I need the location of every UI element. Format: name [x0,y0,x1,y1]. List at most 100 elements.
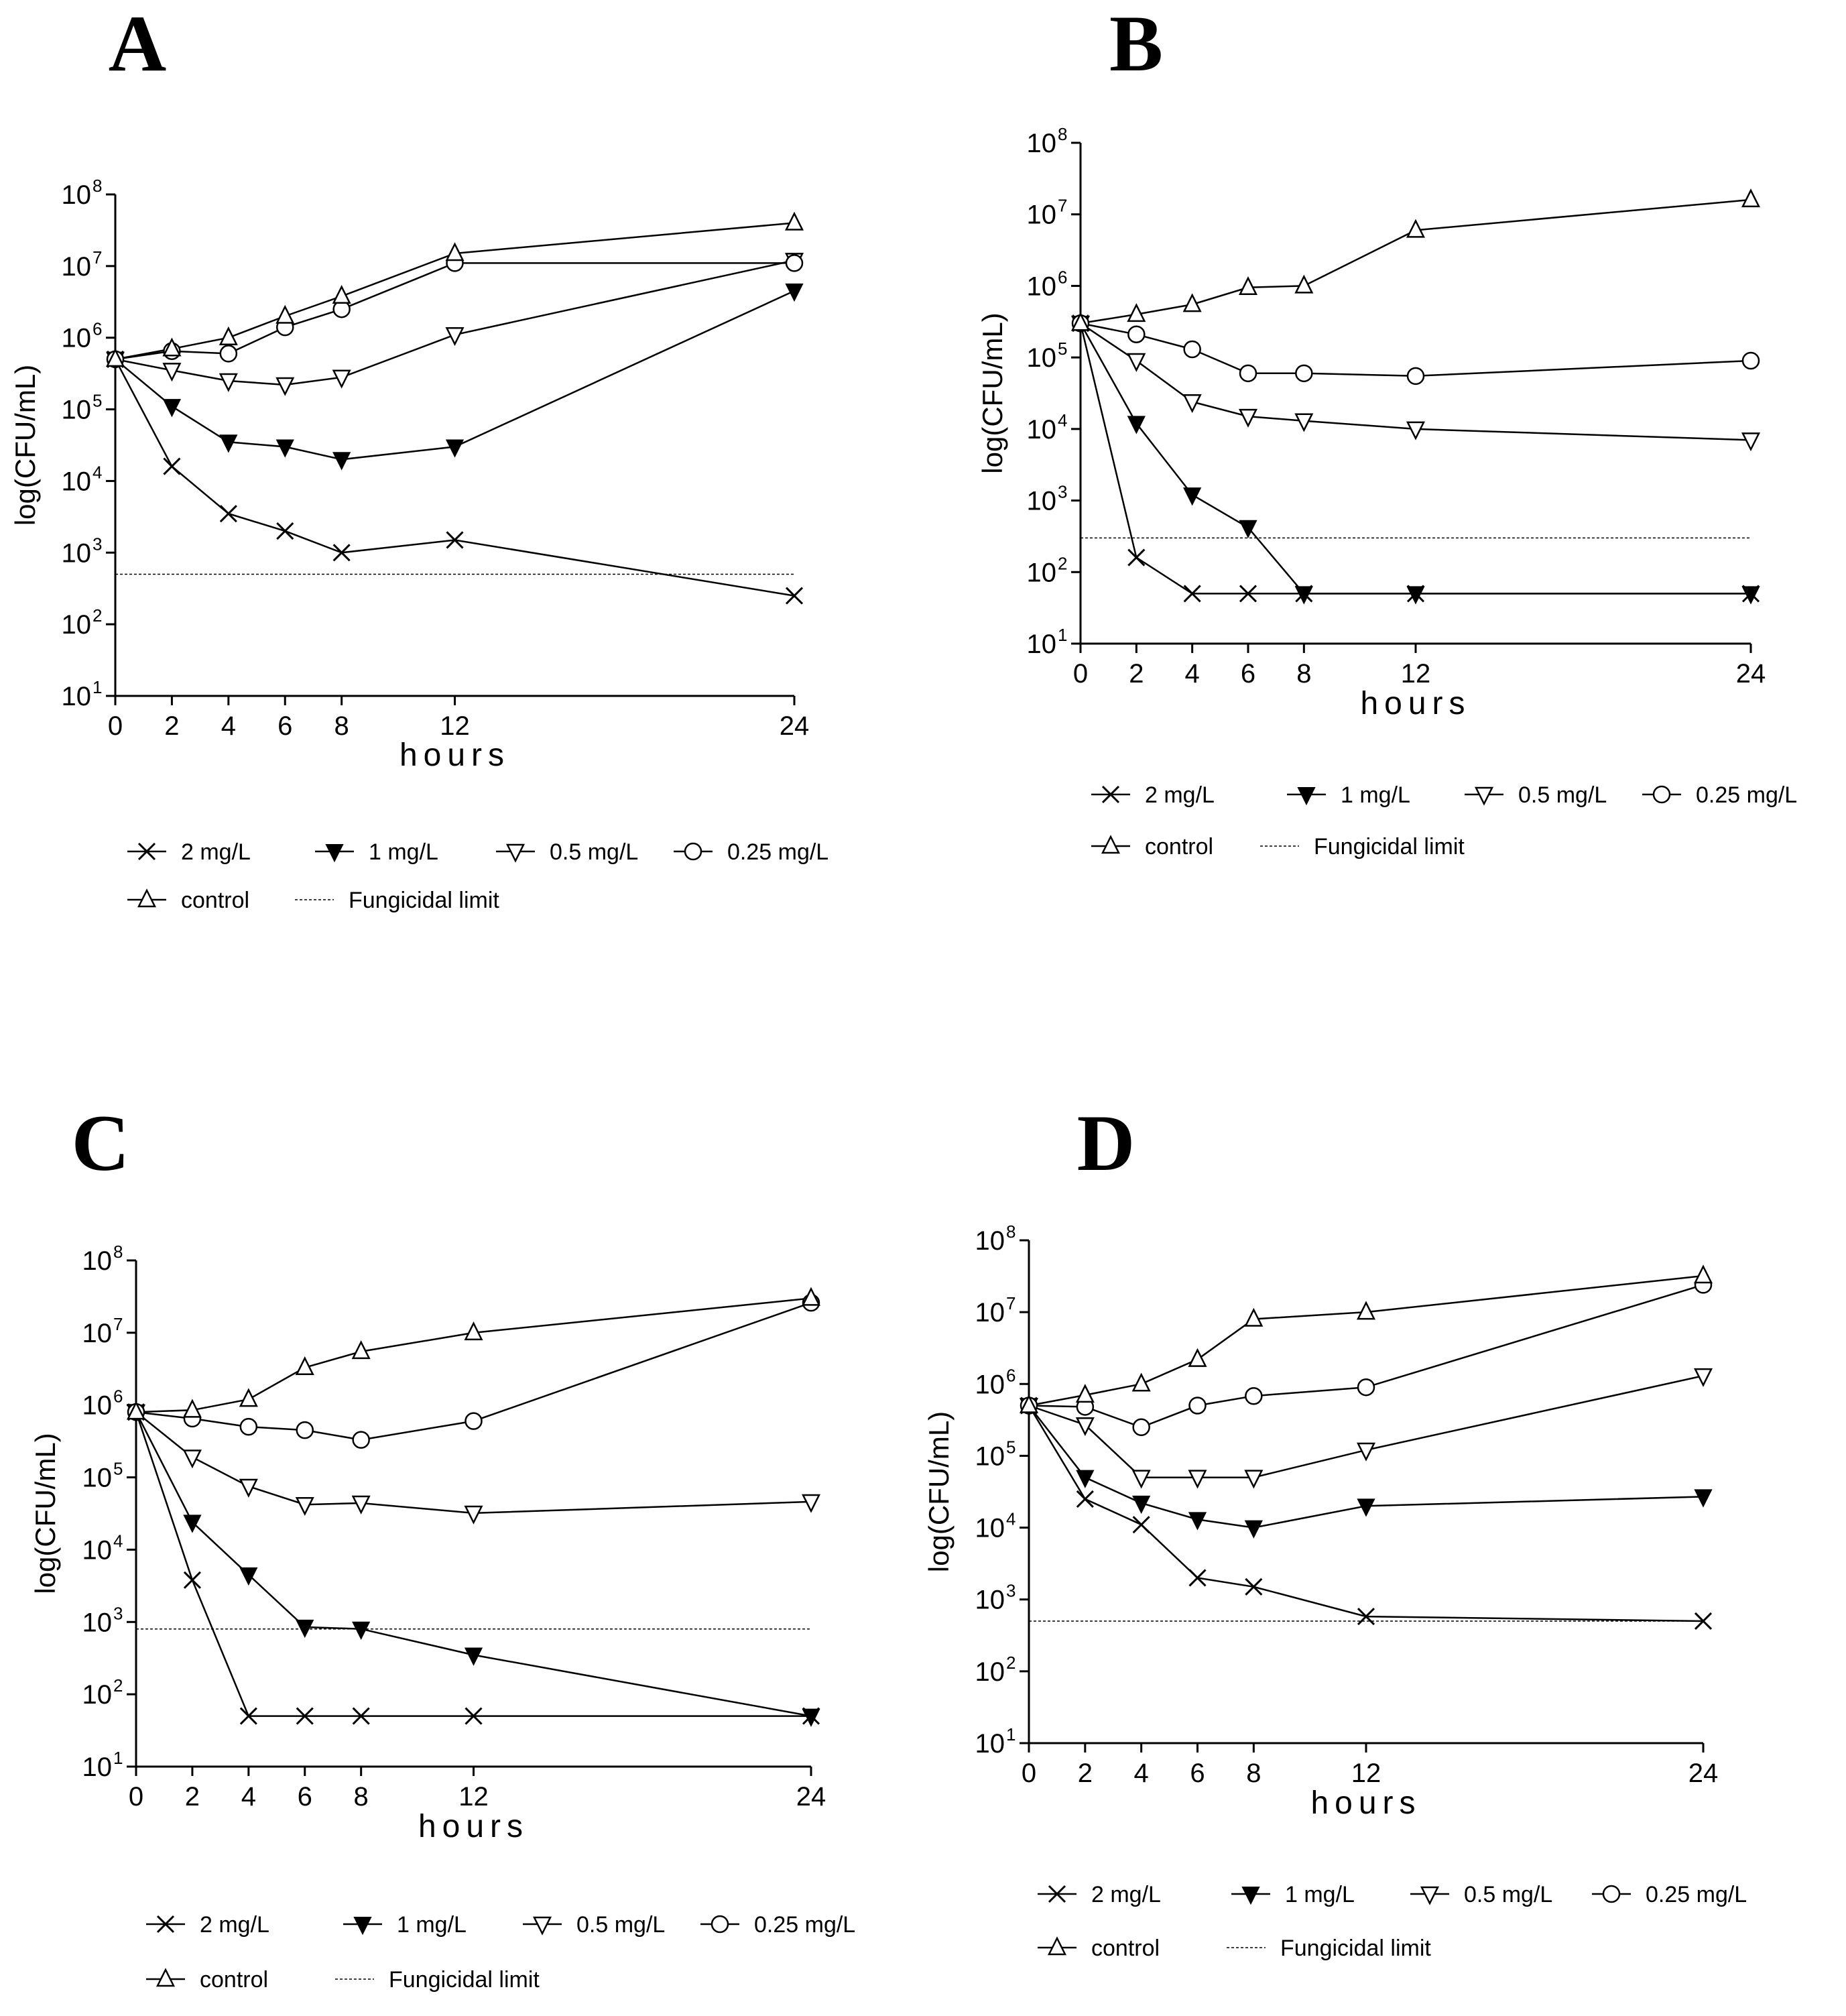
x-tick-label: 24 [780,711,810,741]
triangle-up-open-marker-4-5 [1356,1301,1376,1320]
legend-label-3: 0.25 mg/L [1646,1882,1747,1907]
y-tick-label: 103 [975,1581,1016,1615]
legend-label-r2-0: control [1145,834,1213,859]
triangle-up-open-marker-4-6 [784,211,804,231]
circle-open-marker-3-4 [1245,1386,1263,1405]
triangle-down-open-marker-legend-2 [1420,1886,1440,1905]
circle-open-marker-3-3 [1188,1397,1207,1415]
triangle-down-filled-marker-1-4 [1244,1520,1263,1539]
y-tick-label: 107 [975,1293,1016,1327]
triangle-down-filled-marker-1-5 [464,1647,483,1666]
x-marker-0-3 [276,522,294,540]
legend-label-1: 1 mg/L [1285,1882,1355,1907]
triangle-down-filled-marker-1-2 [239,1567,258,1586]
triangle-up-open-marker-4-0 [1070,312,1091,331]
triangle-down-filled-marker-1-4 [1294,586,1313,605]
y-tick-label: 104 [975,1509,1016,1543]
x-marker-0-5 [1357,1607,1375,1626]
triangle-down-filled-marker-1-6 [1694,1489,1713,1508]
circle-open-marker-3-2 [1183,340,1201,359]
triangle-down-filled-marker-1-2 [1132,1495,1151,1515]
legend: 2 mg/L 1 mg/L 0.5 mg/L 0.25 mg/L control Fung… [1038,1882,1747,1961]
triangle-down-open-marker-2-6 [801,1494,821,1513]
legend-label-r2-0: control [181,888,249,913]
y-tick-label: 106 [82,1386,123,1421]
x-axis-title: hours [418,1809,529,1844]
y-tick-label: 104 [62,462,103,496]
x-tick-label: 0 [1073,659,1088,689]
y-tick-label: 103 [62,534,103,568]
triangle-up-open-marker-4-1 [1127,303,1146,322]
triangle-down-filled-marker-legend-1 [325,844,344,863]
y-tick-label: 108 [1027,124,1068,158]
triangle-up-open-marker-4-2 [1182,293,1202,312]
legend-label-0: 2 mg/L [1091,1882,1161,1907]
series-line-4 [135,1297,812,1413]
legend: 2 mg/L 1 mg/L 0.5 mg/L 0.25 mg/L control Fung… [1091,782,1797,859]
y-tick-label: 108 [975,1222,1016,1256]
circle-open-marker-3-3 [296,1421,314,1439]
legend-label-r2-1: Fungicidal limit [1314,834,1465,859]
x-marker-legend-0 [156,1915,175,1934]
triangle-down-filled-marker-1-5 [1406,586,1425,605]
triangle-down-open-marker-2-1 [182,1449,202,1469]
x-tick-label: 6 [298,1782,312,1812]
x-tick-label: 4 [241,1782,256,1812]
legend: 2 mg/L 1 mg/L 0.5 mg/L 0.25 mg/L control Fung… [146,1912,855,1993]
triangle-down-open-marker-2-4 [332,369,351,389]
x-tick-label: 2 [1078,1759,1093,1788]
triangle-down-open-marker-2-6 [1741,432,1761,452]
triangle-down-filled-marker-legend-1 [1297,787,1316,806]
triangle-down-open-marker-2-5 [445,327,465,347]
triangle-down-filled-marker-1-4 [352,1621,371,1640]
legend-label-1: 1 mg/L [1341,782,1410,808]
triangle-down-filled-marker-1-2 [1183,487,1202,506]
triangle-down-open-marker-2-3 [275,377,295,396]
circle-open-marker-3-3 [1239,364,1257,383]
triangle-down-open-marker-2-2 [219,373,238,392]
y-tick-label: 108 [62,176,103,210]
triangle-down-open-marker-2-5 [1406,421,1426,440]
triangle-up-open-marker-4-6 [1693,1264,1713,1284]
panel-letter: C [72,1098,130,1187]
triangle-down-open-marker-2-3 [1238,408,1258,428]
x-marker-0-1 [1076,1490,1094,1508]
x-tick-label: 8 [1246,1759,1261,1788]
triangle-up-open-marker-4-0 [1019,1394,1039,1413]
triangle-up-open-marker-4-0 [105,348,125,367]
legend-label-r2-0: control [200,1967,268,1993]
triangle-down-filled-marker-legend-1 [353,1917,372,1936]
x-tick-label: 2 [185,1782,200,1812]
triangle-up-open-marker-4-5 [445,242,465,261]
x-marker-0-3 [1239,585,1257,603]
triangle-down-filled-marker-1-1 [162,399,182,418]
y-axis-title: log(CFU/mL) [923,1411,955,1572]
x-marker-legend-0 [137,842,156,861]
circle-open-marker-3-5 [1357,1378,1375,1397]
circle-open-marker-3-2 [239,1417,258,1436]
y-tick-label: 104 [82,1531,123,1565]
triangle-up-open-marker-4-4 [1294,274,1314,294]
triangle-down-open-marker-2-1 [1075,1417,1095,1437]
circle-open-marker-3-4 [1295,364,1313,383]
triangle-up-open-marker-4-4 [1244,1307,1264,1327]
x-marker-0-6 [785,587,804,605]
y-tick-label: 101 [62,677,103,711]
y-tick-label: 102 [975,1653,1016,1687]
legend-label-3: 0.25 mg/L [727,839,828,865]
x-marker-0-3 [296,1707,314,1725]
triangle-down-filled-marker-1-3 [1239,520,1257,539]
y-tick-label: 102 [62,605,103,640]
triangle-down-filled-marker-1-1 [183,1515,202,1533]
triangle-up-open-marker-4-3 [1238,276,1258,296]
y-tick-label: 105 [62,391,103,425]
x-marker-legend-0 [1101,785,1120,804]
triangle-up-open-marker-4-3 [295,1356,314,1376]
series-line-0 [1079,322,1751,595]
triangle-up-open-marker-4-1 [162,337,182,357]
x-tick-label: 6 [1190,1759,1205,1788]
panel-letter: A [109,0,167,88]
legend-label-3: 0.25 mg/L [1696,782,1797,808]
